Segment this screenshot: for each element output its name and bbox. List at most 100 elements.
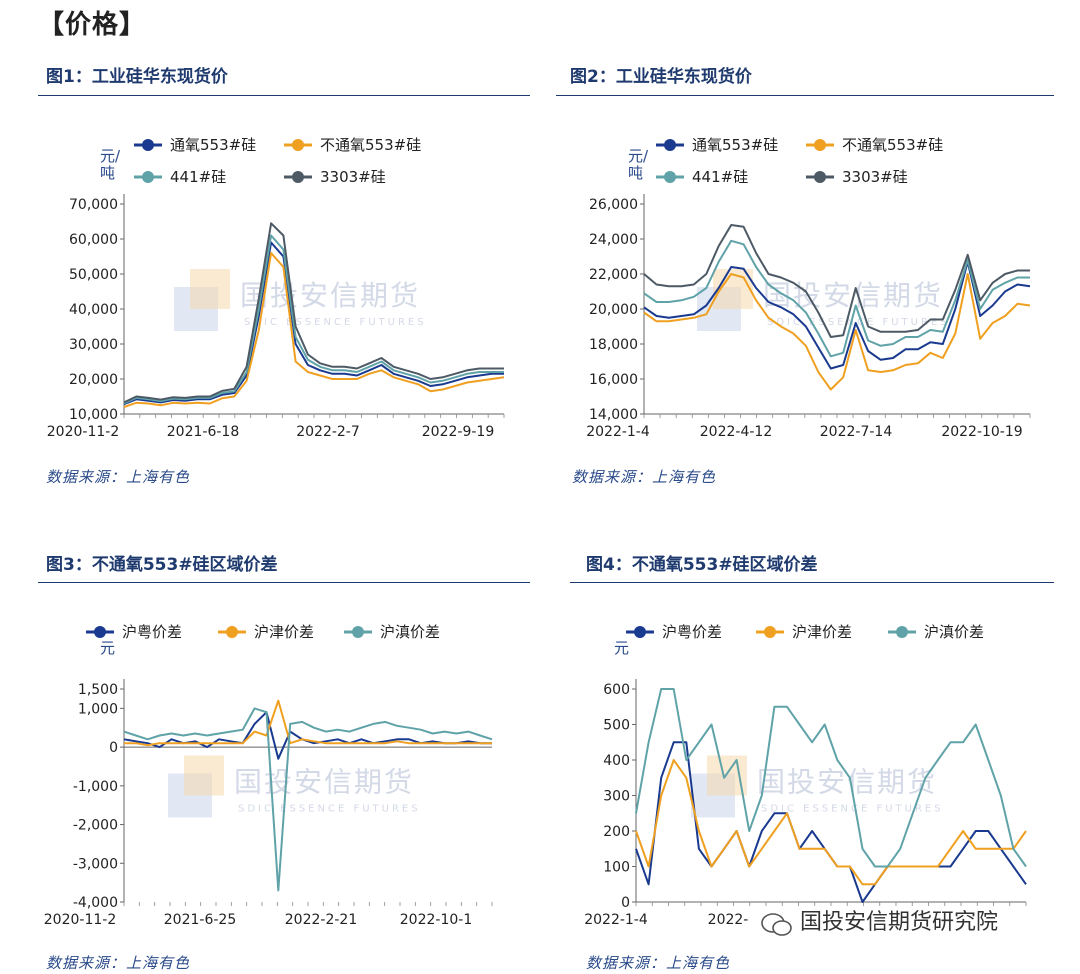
legend-label-0: 通氧553#硅 (692, 136, 778, 154)
watermark-text: 国投安信期货研究院 (800, 910, 999, 935)
series-line-1 (635, 759, 1027, 886)
section-title: 【价格】 (38, 10, 147, 40)
legend-marker-1 (292, 139, 304, 151)
watermark-logo-orange (184, 755, 224, 796)
legend-label-2: 沪滇价差 (380, 623, 440, 641)
legend-label-0: 沪粤价差 (662, 623, 722, 641)
fig4-title: 图4：不通氧553#硅区域价差 (586, 555, 818, 575)
legend-label-3: 3303#硅 (842, 168, 908, 186)
fig3-chart: 国投安信期货 SDIC ESSENCE FUTURES -4,000 -3,000 -2… (44, 623, 493, 928)
y-tick-label: 200 (603, 824, 630, 840)
x-tick-label: 2022-1-4 (586, 424, 650, 440)
legend-marker-2 (352, 626, 364, 638)
y-tick-label: 20,000 (69, 372, 118, 388)
y-tick-label: 20,000 (589, 302, 638, 318)
y-tick-label: 22,000 (589, 267, 638, 283)
x-tick-label: 2020-11-2 (44, 912, 116, 928)
legend-label-0: 沪粤价差 (122, 623, 182, 641)
legend-label-1: 沪津价差 (792, 623, 852, 641)
y-tick-label: 0 (621, 895, 630, 911)
watermark-brand: 国投安信期货 (757, 766, 937, 799)
fig4-unit: 元 (614, 639, 630, 657)
y-tick-label: 60,000 (69, 232, 118, 248)
legend-marker-1 (226, 626, 238, 638)
x-tick-label: 2022-4-12 (700, 424, 772, 440)
legend-marker-3 (814, 171, 826, 183)
y-tick-label: 40,000 (69, 302, 118, 318)
legend-label-2: 沪滇价差 (924, 623, 984, 641)
fig1-chart: 国投安信期货 SDIC ESSENCE FUTURES 10,000 20,000 30… (47, 136, 505, 440)
y-tick-label: -1,000 (73, 779, 118, 795)
fig2-rule (556, 95, 1054, 96)
x-tick-label: 2022-1-4 (584, 912, 648, 928)
x-tick-label: 2022-2-7 (296, 424, 360, 440)
y-tick-label: 500 (603, 718, 630, 734)
y-tick-label: 50,000 (69, 267, 118, 283)
watermark-brand-en: SDIC ESSENCE FUTURES (767, 317, 950, 328)
fig3-unit: 元 (100, 639, 116, 657)
fig2-source: 数据来源：上海有色 (572, 468, 717, 486)
series-line-2 (643, 239, 1030, 358)
series-line-0 (123, 241, 504, 406)
watermark-brand: 国投安信期货 (234, 766, 414, 799)
series-line-3 (123, 222, 504, 404)
legend-marker-0 (634, 626, 646, 638)
legend-marker-1 (764, 626, 776, 638)
legend-label-1: 沪津价差 (254, 623, 314, 641)
legend-marker-0 (664, 139, 676, 151)
x-tick-label: 2022-10-19 (941, 424, 1022, 440)
series-line-2 (123, 707, 493, 892)
x-tick-label: 2022-2-21 (285, 912, 357, 928)
legend-marker-2 (142, 171, 154, 183)
y-tick-label: 100 (603, 860, 630, 876)
fig1-source: 数据来源：上海有色 (46, 468, 191, 486)
fig3-title: 图3：不通氧553#硅区域价差 (46, 555, 278, 575)
fig1-rule (38, 95, 530, 96)
series-line-1 (124, 699, 492, 747)
watermark-brand-en: SDIC ESSENCE FUTURES (238, 804, 421, 815)
y-tick-label: 1,000 (78, 701, 118, 717)
legend-marker-2 (896, 626, 908, 638)
fig4-source: 数据来源：上海有色 (586, 954, 731, 972)
fig2-chart: 国投安信期货 SDIC ESSENCE FUTURES 14,000 16,000 18… (586, 136, 1031, 440)
y-tick-label: 16,000 (589, 372, 638, 388)
watermark-brand: 国投安信期货 (763, 279, 943, 312)
legend-marker-1 (814, 139, 826, 151)
watermark-brand-en: SDIC ESSENCE FUTURES (761, 804, 944, 815)
x-tick-label: 2022-7-14 (820, 424, 893, 440)
watermark-brand-en: SDIC ESSENCE FUTURES (244, 317, 427, 328)
y-tick-label: 26,000 (589, 197, 638, 213)
y-tick-label: 400 (603, 753, 630, 769)
x-tick-label: 2022-10-1 (400, 912, 472, 928)
y-tick-label: 70,000 (69, 197, 118, 213)
fig2-unit: 元/吨 (628, 147, 649, 182)
series-line-1 (643, 273, 1031, 391)
fig1-title: 图1：工业硅华东现货价 (46, 67, 228, 87)
y-tick-label: -3,000 (73, 856, 118, 872)
y-tick-label: -2,000 (73, 818, 118, 834)
x-tick-label: 2022-9-19 (422, 424, 494, 440)
legend-label-1: 不通氧553#硅 (842, 136, 943, 154)
y-tick-label: 14,000 (589, 407, 638, 423)
y-tick-label: -4,000 (73, 895, 118, 911)
series-line-1 (123, 252, 505, 408)
legend-label-2: 441#硅 (692, 168, 748, 186)
legend-label-3: 3303#硅 (320, 168, 386, 186)
legend-marker-0 (94, 626, 106, 638)
fig3-rule (38, 582, 530, 583)
x-tick-label: 2020-11-2 (47, 424, 119, 440)
fig1-unit: 元/吨 (100, 147, 121, 182)
legend-label-2: 441#硅 (170, 168, 226, 186)
y-tick-label: 10,000 (69, 407, 118, 423)
legend-marker-0 (142, 139, 154, 151)
y-tick-label: 24,000 (589, 232, 638, 248)
y-tick-label: 300 (603, 789, 630, 805)
y-tick-label: 30,000 (69, 337, 118, 353)
fig3-source: 数据来源：上海有色 (46, 954, 191, 972)
wechat-icon (761, 913, 792, 936)
legend-marker-2 (664, 171, 676, 183)
fig4-rule (570, 582, 1054, 583)
y-tick-label: 18,000 (589, 337, 638, 353)
x-tick-label: 2021-6-18 (167, 424, 239, 440)
legend-marker-3 (292, 171, 304, 183)
